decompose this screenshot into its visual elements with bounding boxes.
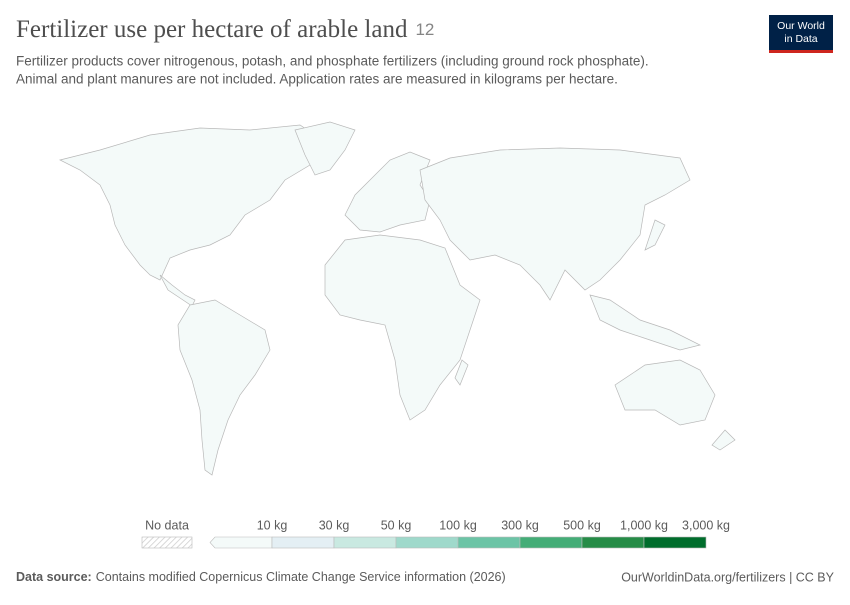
legend-bin xyxy=(333,536,397,549)
north-america xyxy=(58,124,331,281)
legend-label: 500 kg xyxy=(563,518,601,532)
legend-first-bin xyxy=(209,536,273,549)
europe xyxy=(344,151,431,233)
footer-credit[interactable]: OurWorldinData.org/fertilizers | CC BY xyxy=(621,570,834,584)
legend-bin xyxy=(271,536,335,549)
central-america xyxy=(159,274,196,307)
no-data-swatch[interactable] xyxy=(141,536,193,549)
legend-label: 10 kg xyxy=(257,518,288,532)
footer-source: Data source: Contains modified Copernicus… xyxy=(16,570,506,584)
logo-bar xyxy=(769,50,833,53)
legend-label: 1,000 kg xyxy=(620,518,668,532)
subtitle: Animal and plant manures are not include… xyxy=(16,72,618,87)
africa xyxy=(324,234,481,421)
title-text: Fertilizer use per hectare of arable lan… xyxy=(16,16,408,43)
madagascar xyxy=(454,359,469,386)
logo-box xyxy=(769,15,833,50)
legend-label: 50 kg xyxy=(381,518,412,532)
new-zealand xyxy=(711,429,736,451)
legend-bin xyxy=(581,536,645,549)
logo[interactable]: Our World in Data xyxy=(769,15,833,53)
southeast-asia xyxy=(589,294,702,351)
title: Fertilizer use per hectare of arable lan… xyxy=(16,16,434,43)
legend-label: 100 kg xyxy=(439,518,477,532)
legend-bin xyxy=(395,536,459,549)
japan xyxy=(644,219,666,251)
legend-label: No data xyxy=(145,518,189,532)
subtitle: Fertilizer products cover nitrogenous, p… xyxy=(16,54,649,69)
legend-label: 300 kg xyxy=(501,518,539,532)
world-map xyxy=(58,121,736,476)
logo-text: Our World xyxy=(777,20,825,32)
asia xyxy=(419,147,691,301)
legend-bin xyxy=(457,536,521,549)
source-label: Data source: xyxy=(16,570,92,584)
greenland xyxy=(294,121,356,176)
legend-label: 3,000 kg xyxy=(682,518,730,532)
australia xyxy=(614,359,716,426)
legend: No data 10 kg 30 kg 50 kg 100 kg 300 kg 500 k… xyxy=(141,518,730,549)
legend-label: 30 kg xyxy=(319,518,350,532)
south-america xyxy=(177,299,271,476)
source-text: Contains modified Copernicus Climate Cha… xyxy=(96,570,506,584)
legend-bin xyxy=(643,536,707,549)
badge: 12 xyxy=(415,20,434,39)
legend-bin xyxy=(519,536,583,549)
logo-text: in Data xyxy=(784,33,817,45)
